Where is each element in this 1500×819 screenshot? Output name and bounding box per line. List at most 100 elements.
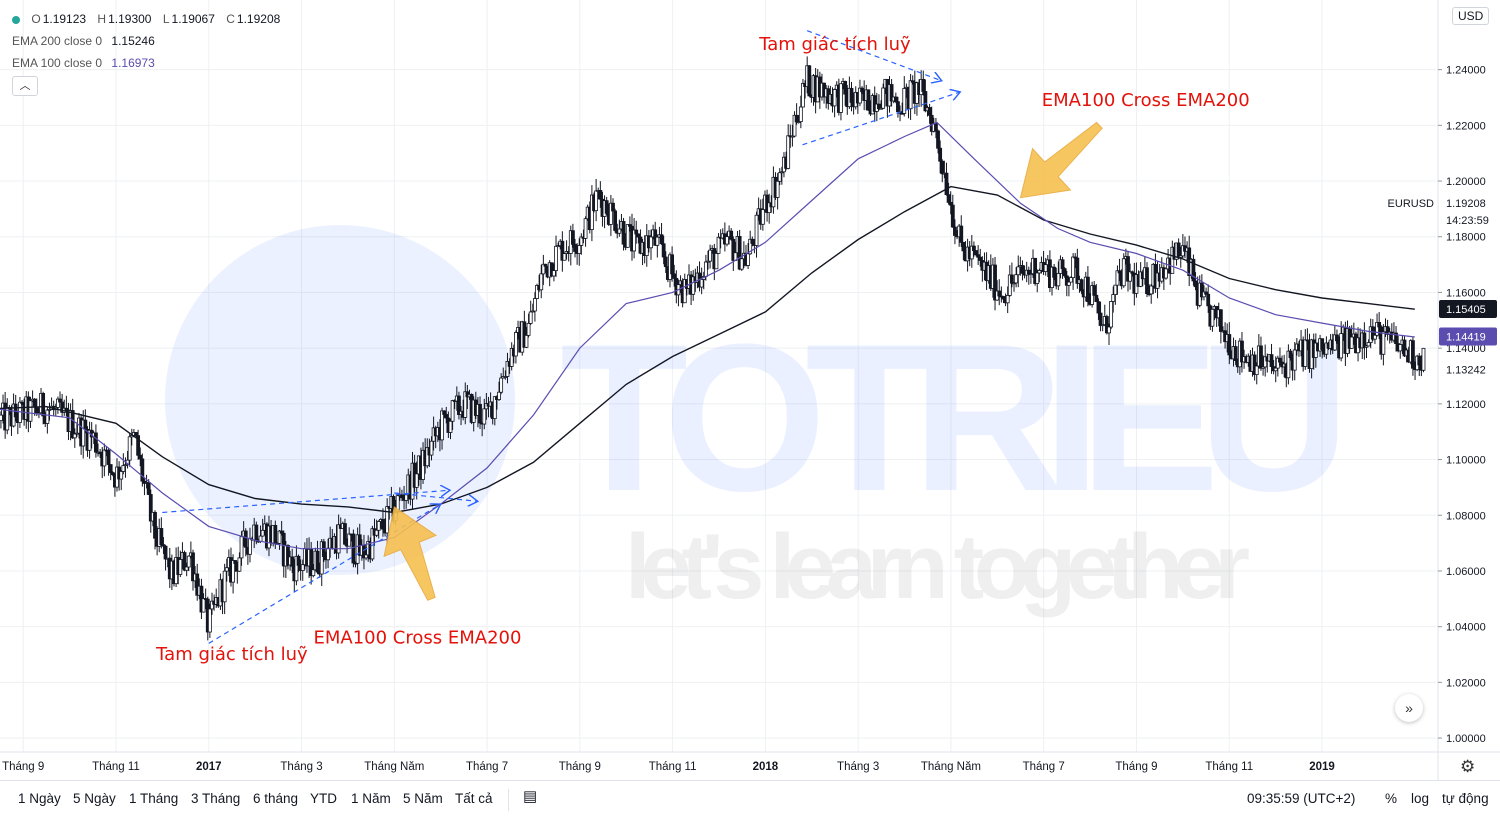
candle [1007, 265, 1012, 297]
candle-up [347, 533, 352, 547]
candle [1033, 257, 1038, 286]
candle-down [1240, 340, 1244, 363]
candle [58, 391, 62, 403]
candle [1218, 309, 1223, 344]
candle [1335, 329, 1339, 344]
candle-up [463, 391, 468, 418]
range-button-all[interactable]: Tất cả [455, 791, 493, 806]
price-axis: 1.00000 1.02000 1.04000 1.06000 1.08000 1.100… [1437, 0, 1497, 780]
gear-icon[interactable]: ⚙ [1460, 757, 1476, 776]
range-button-1m[interactable]: 1 Tháng [129, 791, 179, 806]
candle [75, 422, 79, 437]
range-button-5d[interactable]: 5 Ngày [73, 791, 116, 806]
candle-down [896, 101, 900, 112]
candle [655, 234, 660, 258]
candle [879, 100, 883, 110]
candle-up [119, 471, 124, 480]
candle-up [879, 107, 883, 110]
time-tick-label: Tháng 9 [2, 761, 44, 773]
candle-down [191, 552, 195, 582]
candle [182, 550, 187, 572]
candle [528, 300, 533, 325]
candle [739, 257, 744, 271]
candle [222, 563, 227, 615]
candle [1332, 325, 1337, 352]
candle-down [296, 555, 301, 566]
candle-down [1001, 296, 1006, 300]
candle [1085, 266, 1090, 307]
candle-down [1075, 257, 1080, 284]
range-button-1d[interactable]: 1 Ngày [18, 791, 61, 806]
candle-down [976, 254, 981, 258]
candle [1111, 286, 1116, 313]
ema100-legend[interactable]: EMA 100 close 0 1.16973 [12, 52, 288, 74]
candle [243, 528, 248, 557]
candle-up [1364, 345, 1369, 348]
range-button-3m[interactable]: 3 Tháng [191, 791, 241, 806]
candle-down [34, 406, 39, 414]
candle [231, 554, 235, 594]
currency-badge[interactable]: USD [1452, 7, 1490, 25]
candle-up [207, 608, 212, 633]
candle-down [1126, 256, 1130, 282]
auto-scale-toggle[interactable]: tự động [1442, 791, 1489, 806]
candle [1149, 284, 1154, 304]
candle [351, 529, 356, 568]
candle [440, 407, 444, 450]
candle-down [381, 519, 385, 530]
time-tick-label: Tháng 7 [466, 761, 508, 773]
percent-toggle[interactable]: % [1385, 791, 1398, 806]
candle-down [442, 410, 447, 415]
candle-up [1111, 294, 1116, 302]
candle-down [146, 482, 151, 495]
candle [997, 279, 1002, 306]
candle-down [136, 435, 141, 456]
candle-down [1394, 332, 1398, 345]
candle-down [58, 398, 62, 403]
candle [1012, 282, 1016, 292]
candle [195, 563, 200, 601]
candle [1269, 343, 1274, 374]
candle-up [617, 228, 622, 234]
ema200-price-tag-text: 1.15405 [1446, 304, 1486, 316]
candle-up [1381, 331, 1386, 355]
candle-up [1014, 274, 1019, 284]
ema200-legend[interactable]: EMA 200 close 0 1.15246 [12, 30, 288, 52]
candle [108, 464, 113, 481]
candle-up [1007, 274, 1012, 296]
candle-down [877, 103, 881, 110]
candle [522, 310, 527, 348]
log-toggle[interactable]: log [1411, 791, 1430, 806]
time-tick-label: Tháng 9 [559, 761, 601, 773]
range-button-6m[interactable]: 6 tháng [253, 791, 299, 806]
candle-up [541, 263, 546, 275]
legend-collapse-button[interactable]: ︿ [12, 76, 38, 96]
candle-up [1286, 350, 1291, 379]
chevron-up-icon: ︿ [19, 80, 31, 92]
candle-down [934, 122, 938, 132]
candle-down [598, 190, 603, 200]
candle [83, 409, 88, 434]
scroll-to-realtime-button[interactable]: » [1395, 694, 1423, 722]
candle-up [1292, 349, 1297, 371]
candle-up [1332, 334, 1337, 351]
candle-up [1170, 246, 1175, 274]
candle-down [549, 262, 554, 277]
clock-time[interactable]: 09:35:59 (UTC+2) [1247, 791, 1356, 806]
grid-lines [0, 0, 1438, 752]
candle [608, 194, 613, 236]
candle-up [505, 360, 510, 377]
range-button-1y[interactable]: 1 Năm [351, 791, 391, 806]
range-button-ytd[interactable]: YTD [310, 791, 337, 806]
range-button-5y[interactable]: 5 Năm [403, 791, 443, 806]
candle-up [184, 566, 189, 571]
candle-down [1402, 339, 1407, 357]
candle [294, 545, 299, 586]
candle-up [336, 524, 341, 554]
last-price-tag-bg [1439, 194, 1497, 213]
candle-down [872, 95, 877, 112]
candle-down [910, 80, 915, 83]
calendar-icon[interactable]: ▤ [523, 788, 538, 805]
candle [161, 537, 166, 555]
